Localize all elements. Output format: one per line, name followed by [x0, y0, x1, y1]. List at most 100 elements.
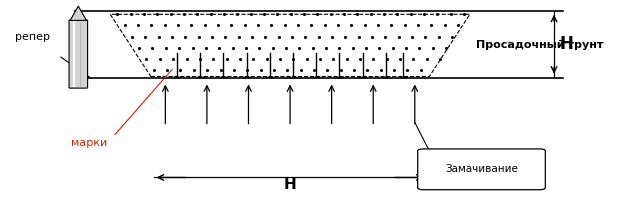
Point — [189, 132, 199, 135]
Point — [274, 166, 284, 169]
Point — [441, 154, 451, 158]
Point — [386, 177, 396, 180]
Point — [235, 143, 245, 146]
Point — [140, 166, 150, 169]
Point — [294, 154, 304, 158]
Point — [335, 132, 345, 135]
Point — [167, 166, 177, 169]
Point — [406, 188, 415, 191]
Point — [195, 143, 205, 146]
Point — [415, 132, 425, 135]
Point — [149, 132, 159, 135]
Point — [459, 188, 469, 191]
Point — [435, 143, 445, 146]
Point — [309, 132, 319, 135]
Text: H: H — [560, 35, 574, 53]
Point — [213, 177, 223, 180]
Point — [279, 177, 289, 180]
Point — [201, 154, 211, 158]
Point — [162, 132, 172, 135]
Text: H: H — [284, 177, 296, 192]
Point — [247, 166, 257, 169]
Point — [176, 132, 186, 135]
Point — [376, 132, 386, 135]
Point — [286, 188, 296, 191]
Point — [366, 188, 376, 191]
Point — [248, 143, 258, 146]
Point — [368, 143, 378, 146]
Point — [275, 143, 285, 146]
Point — [306, 177, 316, 180]
Point — [160, 177, 170, 180]
Text: марки: марки — [71, 138, 107, 148]
Point — [307, 154, 317, 158]
Point — [269, 132, 279, 135]
Point — [400, 177, 410, 180]
Point — [133, 177, 143, 180]
Point — [340, 166, 350, 169]
Point — [161, 154, 171, 158]
Point — [281, 154, 291, 158]
Point — [214, 154, 224, 158]
Point — [381, 166, 391, 169]
Point — [374, 154, 384, 158]
Point — [342, 143, 351, 146]
Point — [208, 143, 218, 146]
Point — [314, 166, 324, 169]
Point — [229, 132, 239, 135]
Point — [261, 143, 271, 146]
Point — [360, 177, 369, 180]
Point — [181, 143, 191, 146]
Point — [207, 166, 217, 169]
Point — [361, 154, 371, 158]
Point — [333, 177, 343, 180]
Point — [166, 188, 176, 191]
Point — [419, 188, 429, 191]
Point — [268, 154, 278, 158]
Point — [168, 143, 178, 146]
Point — [148, 154, 158, 158]
Point — [329, 143, 338, 146]
Point — [125, 188, 135, 191]
Point — [260, 166, 270, 169]
Point — [422, 143, 432, 146]
Point — [246, 188, 256, 191]
FancyBboxPatch shape — [69, 20, 88, 88]
Point — [373, 177, 383, 180]
Point — [288, 143, 298, 146]
Point — [186, 177, 196, 180]
Point — [362, 132, 372, 135]
Point — [273, 188, 283, 191]
Point — [347, 177, 356, 180]
Point — [414, 154, 424, 158]
Point — [322, 132, 332, 135]
Point — [392, 188, 402, 191]
Point — [388, 154, 397, 158]
Point — [402, 132, 412, 135]
Point — [139, 188, 149, 191]
Point — [420, 166, 430, 169]
Point — [175, 154, 184, 158]
Text: Просадочный грунт: Просадочный грунт — [476, 40, 603, 50]
Point — [315, 143, 325, 146]
Point — [355, 143, 365, 146]
Point — [226, 177, 236, 180]
Point — [194, 166, 204, 169]
Point — [447, 166, 457, 169]
Point — [409, 143, 419, 146]
Polygon shape — [70, 6, 86, 20]
Point — [119, 177, 129, 180]
Point — [321, 154, 331, 158]
Point — [215, 132, 225, 135]
Point — [446, 188, 456, 191]
Point — [349, 132, 359, 135]
Point — [401, 154, 411, 158]
Point — [433, 166, 443, 169]
Point — [222, 143, 232, 146]
Point — [256, 132, 266, 135]
Point — [348, 154, 358, 158]
Point — [339, 188, 349, 191]
Point — [232, 188, 242, 191]
Point — [427, 177, 437, 180]
Point — [293, 177, 303, 180]
